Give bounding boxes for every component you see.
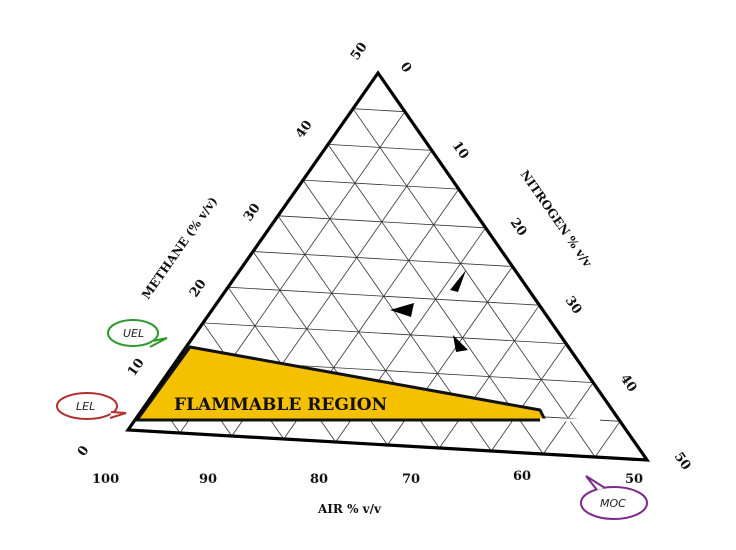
uel-bubble-tail xyxy=(149,337,168,348)
grid-line xyxy=(352,108,596,458)
nitrogen-tick: 30 xyxy=(562,294,585,317)
moc-bubble xyxy=(580,486,648,520)
grid-line xyxy=(327,144,432,151)
air-tick: 80 xyxy=(310,472,328,487)
grid-line xyxy=(490,343,567,452)
methane-tick: 10 xyxy=(125,356,148,379)
triangle-outline xyxy=(125,70,651,462)
arrow-left xyxy=(390,303,414,317)
methane-tick: 30 xyxy=(241,201,264,224)
arrow-down-right xyxy=(453,335,468,352)
grid-line xyxy=(202,322,567,345)
nitrogen-axis-title: NITROGEN % v/v xyxy=(518,168,596,271)
grid-line xyxy=(277,215,486,229)
air-tick: 70 xyxy=(402,472,420,487)
nitrogen-tick: 10 xyxy=(449,139,472,162)
flammable-region xyxy=(135,345,547,422)
air-tick: 60 xyxy=(513,469,531,484)
uel-label: UEL xyxy=(123,327,144,340)
methane-tick: 50 xyxy=(348,40,371,63)
moc-bubble-tail xyxy=(585,475,606,491)
air-tick: 100 xyxy=(92,472,119,487)
nitrogen-tick: 50 xyxy=(671,450,694,473)
grid-line xyxy=(542,382,594,455)
nitrogen-tick: 40 xyxy=(617,372,640,395)
lel-bubble-tail xyxy=(109,411,127,419)
grid-line xyxy=(594,421,621,458)
uel-callout: UEL xyxy=(107,319,168,348)
arrow-up-right xyxy=(450,270,466,292)
flammable-region-label: FLAMMABLE REGION xyxy=(174,395,387,415)
air-axis-title: AIR % v/v xyxy=(317,502,382,516)
grid-line xyxy=(439,304,540,449)
methane-tick: 40 xyxy=(293,118,316,141)
lel-callout: LEL xyxy=(56,392,127,420)
uel-bubble xyxy=(107,319,159,347)
nitrogen-tick: 20 xyxy=(507,216,530,239)
lel-bubble xyxy=(56,392,118,420)
moc-label: MOC xyxy=(600,497,626,510)
grid-line xyxy=(252,251,513,267)
lel-label: LEL xyxy=(76,400,95,413)
moc-callout: MOC xyxy=(580,475,648,520)
nitrogen-tick: 0 xyxy=(397,60,414,76)
methane-tick: 0 xyxy=(75,443,92,459)
methane-tick: 20 xyxy=(187,277,210,300)
air-ticks: 100 90 80 70 60 50 xyxy=(92,469,643,487)
air-tick: 50 xyxy=(625,472,643,487)
grid-line xyxy=(302,179,459,190)
grid-line xyxy=(352,108,405,113)
air-tick: 90 xyxy=(199,472,217,487)
grid-line xyxy=(227,286,540,306)
